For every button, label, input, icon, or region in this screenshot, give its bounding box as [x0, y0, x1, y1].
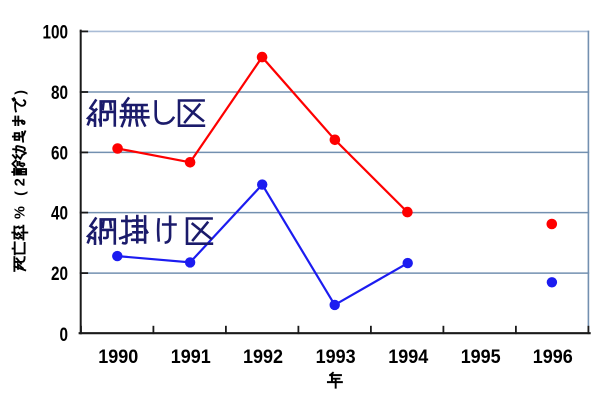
svg-text:40: 40 [51, 204, 68, 225]
svg-text:1992: 1992 [243, 347, 283, 368]
svg-text:20: 20 [51, 264, 68, 285]
svg-text:2: 2 [13, 178, 29, 186]
svg-text:1990: 1990 [98, 347, 138, 368]
svg-text:80: 80 [51, 83, 68, 104]
svg-text:1993: 1993 [316, 347, 356, 368]
svg-text:1994: 1994 [388, 347, 428, 368]
svg-text:0: 0 [60, 325, 69, 346]
svg-text:): ) [13, 90, 28, 95]
svg-text:1991: 1991 [171, 347, 211, 368]
svg-text:100: 100 [43, 22, 69, 43]
svg-text:%: % [13, 206, 29, 219]
svg-text:60: 60 [51, 143, 68, 164]
svg-text:(: ( [13, 191, 28, 196]
svg-text:1995: 1995 [461, 347, 501, 368]
svg-text:1996: 1996 [533, 347, 573, 368]
